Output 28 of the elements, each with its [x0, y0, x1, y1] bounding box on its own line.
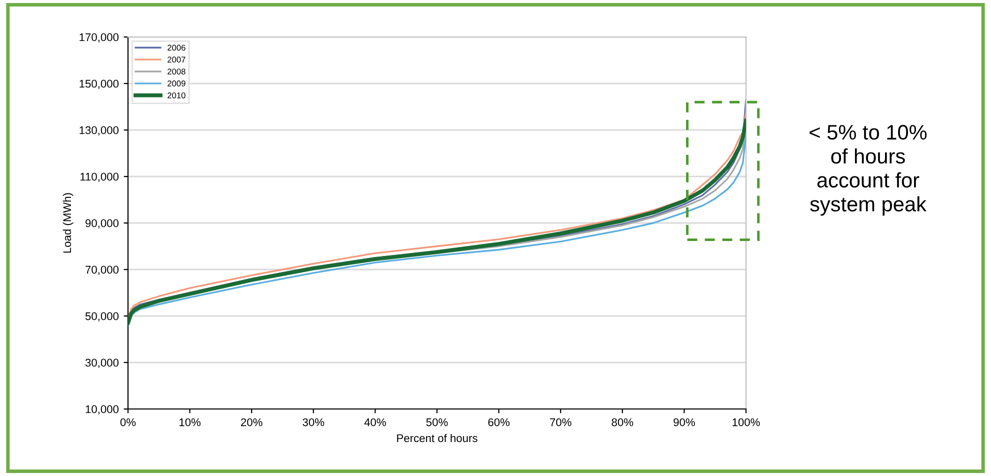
legend-label: 2010	[168, 92, 186, 98]
y-tick-label: 90,000	[86, 219, 119, 228]
x-tick-label: 50%	[426, 418, 448, 426]
x-tick-label: 40%	[364, 418, 386, 426]
y-tick-label: 130,000	[80, 126, 119, 136]
x-tick-label: 20%	[241, 418, 262, 426]
x-tick-label: 70%	[550, 418, 572, 426]
legend-label: 2008	[168, 68, 186, 74]
x-tick-label: 30%	[302, 418, 324, 426]
x-tick-label: 0%	[120, 418, 136, 426]
text: < 5% to 10% of hours account for system peak	[810, 124, 927, 216]
x-tick-label: 100%	[732, 418, 760, 426]
y-tick-label: 150,000	[80, 80, 119, 89]
y-tick-label: 30,000	[85, 358, 119, 368]
y-tick-label: 170,000	[80, 33, 119, 42]
y-tick-label: 50,000	[85, 312, 119, 322]
legend-label: 2007	[168, 56, 186, 63]
x-tick-label: 90%	[674, 418, 695, 426]
y-tick-label: 70,000	[86, 266, 119, 275]
x-tick-label: 10%	[180, 418, 201, 426]
y-axis-title: Load (MWh)	[62, 193, 74, 253]
x-tick-label: 80%	[612, 418, 634, 426]
y-tick-label: 110,000	[80, 172, 119, 182]
y-tick-label: 10,000	[86, 405, 119, 414]
legend-label: 2006	[168, 44, 186, 51]
legend-label: 2009	[168, 80, 186, 86]
x-tick-label: 60%	[488, 418, 510, 426]
x-axis-title: Percent of hours	[397, 434, 478, 442]
